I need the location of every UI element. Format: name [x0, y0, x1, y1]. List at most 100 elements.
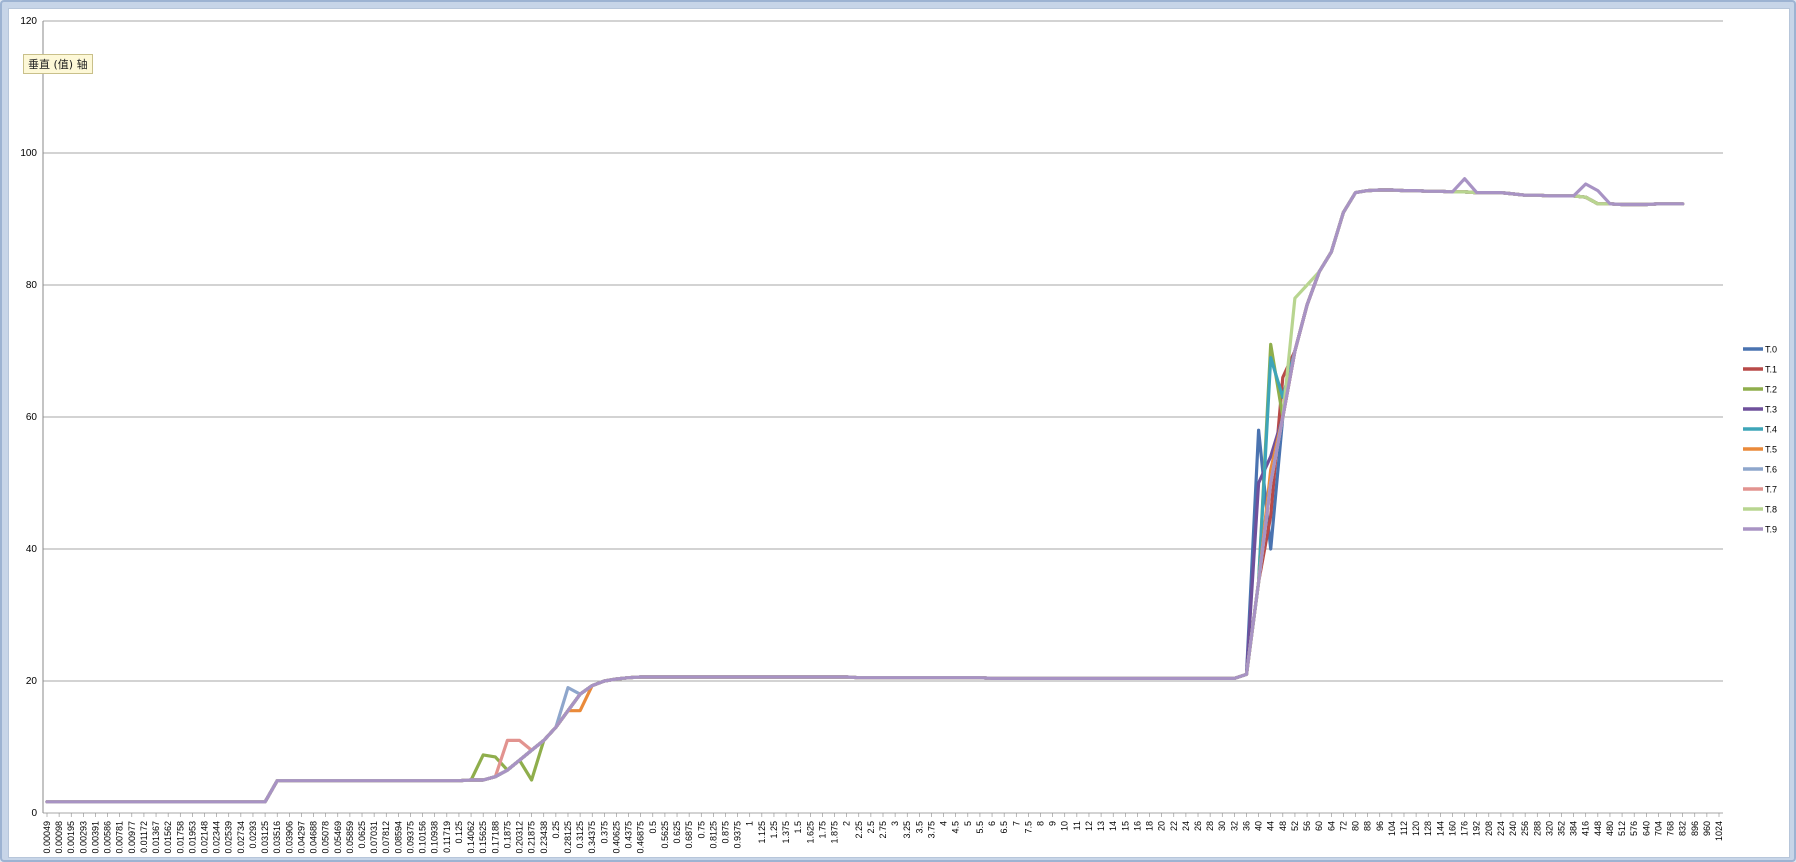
- series-line-t-2[interactable]: [45, 188, 1685, 804]
- x-tick-label: 0.40625: [611, 821, 621, 854]
- series-line-t-0[interactable]: [45, 188, 1685, 804]
- x-tick-label: 36: [1241, 821, 1251, 831]
- x-tick-label: 6.5: [999, 821, 1009, 834]
- x-tick-label: 18: [1145, 821, 1155, 831]
- x-tick-label: 11: [1072, 821, 1082, 830]
- x-tick-label: 352: [1556, 821, 1566, 836]
- x-tick-label: 896: [1690, 821, 1700, 836]
- legend-label: T.0: [1765, 345, 1777, 355]
- x-tick-label: 0.28125: [563, 821, 573, 854]
- x-tick-label: 128: [1423, 821, 1433, 836]
- x-tick-label: 224: [1496, 821, 1506, 836]
- x-tick-label: 22: [1169, 821, 1179, 831]
- series-line-t-1[interactable]: [45, 188, 1685, 804]
- x-tick-label: 0.8125: [708, 821, 718, 849]
- x-tick-label: 0.21875: [527, 821, 537, 854]
- x-tick-label: 14: [1108, 821, 1118, 831]
- series-line-t-3[interactable]: [45, 188, 1685, 804]
- x-tick-label: 0.04688: [309, 821, 319, 854]
- x-tick-label: 1.875: [830, 821, 840, 844]
- series-lines: [45, 177, 1685, 804]
- series-line-t-7[interactable]: [45, 188, 1685, 804]
- x-tick-label: 0.00195: [66, 821, 76, 854]
- series-line-t-9[interactable]: [45, 177, 1685, 804]
- legend-label: T.8: [1765, 505, 1777, 515]
- x-tick-label: 0.10156: [418, 821, 428, 854]
- x-tick-label: 1.625: [805, 821, 815, 844]
- x-tick-label: 0.08594: [393, 821, 403, 854]
- x-tick-label: 832: [1678, 821, 1688, 836]
- x-tick-label: 320: [1544, 821, 1554, 836]
- x-tick-label: 24: [1181, 821, 1191, 831]
- x-tick-label: 0.04297: [296, 821, 306, 854]
- x-tick-label: 208: [1484, 821, 1494, 836]
- x-tick-label: 2.75: [878, 821, 888, 839]
- x-tick-label: 12: [1084, 821, 1094, 831]
- x-tick-label: 104: [1387, 821, 1397, 836]
- x-tick-label: 0.00977: [127, 821, 137, 854]
- plot-area[interactable]: 0 20 40 60 80 100 120 0.00049 0.00098 0.00195 0.0…: [8, 8, 1790, 858]
- x-tick-label: 0.00049: [42, 821, 52, 854]
- x-tick-label: 2: [842, 821, 852, 826]
- x-tick-label: 256: [1520, 821, 1530, 836]
- legend: T.0 T.1 T.2 T.3 T.4 T.5 T.6 T.7 T.8 T.9: [1743, 345, 1777, 535]
- x-tick-label: 768: [1666, 821, 1676, 836]
- axis-tooltip: 垂直 (值) 轴: [23, 54, 93, 74]
- x-tick-label: 4.5: [951, 821, 961, 834]
- x-tick-label: 1.75: [817, 821, 827, 839]
- x-tick-label: 1.375: [781, 821, 791, 844]
- x-tick-label: 7.5: [1023, 821, 1033, 834]
- x-tick-label: 0.6875: [684, 821, 694, 849]
- x-tick-label: 0.00293: [78, 821, 88, 854]
- x-tick-label: 0.02148: [200, 821, 210, 854]
- y-tick-label: 20: [26, 676, 38, 687]
- x-tick-label: 16: [1132, 821, 1142, 831]
- x-tick-label: 1024: [1714, 821, 1724, 841]
- x-tick-label: 512: [1617, 821, 1627, 836]
- legend-label: T.6: [1765, 465, 1777, 475]
- x-tick-label: 0.11719: [442, 821, 452, 853]
- x-tick-label: 0.01953: [187, 821, 197, 854]
- x-tick-label: 0.75: [696, 821, 706, 839]
- x-tick-label: 384: [1569, 821, 1579, 836]
- x-tick-label: 0.15625: [478, 821, 488, 854]
- x-tick-label: 0.03906: [284, 821, 294, 854]
- x-tick-label: 0.375: [599, 821, 609, 844]
- x-tick-label: 72: [1338, 821, 1348, 831]
- gridlines: [42, 20, 1723, 814]
- x-tick-label: 0.05469: [333, 821, 343, 854]
- x-tick-label: 480: [1605, 821, 1615, 836]
- x-tick-label: 0.00391: [90, 821, 100, 854]
- x-tick-label: 576: [1629, 821, 1639, 836]
- y-tick-label: 100: [20, 148, 37, 159]
- x-tick-label: 4: [939, 821, 949, 826]
- x-tick-label: 0.46875: [636, 821, 646, 854]
- legend-label: T.4: [1765, 425, 1777, 435]
- series-line-t-5[interactable]: [45, 188, 1685, 804]
- x-tick-label: 0.05859: [345, 821, 355, 854]
- y-tick-label: 40: [26, 544, 38, 555]
- x-tick-label: 2.5: [866, 821, 876, 834]
- x-tick-label: 3: [890, 821, 900, 826]
- x-tick-label: 0.17188: [490, 821, 500, 854]
- series-line-t-6[interactable]: [45, 188, 1685, 804]
- series-line-t-4[interactable]: [45, 188, 1685, 804]
- x-tick-label: 0.23438: [539, 821, 549, 854]
- x-tick-label: 0.9375: [733, 821, 743, 849]
- x-tick-label: 26: [1193, 821, 1203, 831]
- series-line-t-8[interactable]: [45, 188, 1685, 804]
- x-tick-label: 0.125: [454, 821, 464, 844]
- x-tick-label: 192: [1472, 821, 1482, 836]
- x-tick-label: 0.03516: [272, 821, 282, 854]
- x-tick-label: 1.25: [769, 821, 779, 839]
- x-tick-label: 15: [1120, 821, 1130, 831]
- x-tick-label: 0.01367: [151, 821, 161, 854]
- x-tick-label: 176: [1460, 821, 1470, 836]
- x-tick-label: 0.0625: [357, 821, 367, 849]
- x-tick-label: 96: [1375, 821, 1385, 831]
- x-tick-label: 640: [1641, 821, 1651, 836]
- x-tick-label: 80: [1351, 821, 1361, 831]
- x-tick-label: 56: [1302, 821, 1312, 831]
- x-tick-label: 3.5: [914, 821, 924, 834]
